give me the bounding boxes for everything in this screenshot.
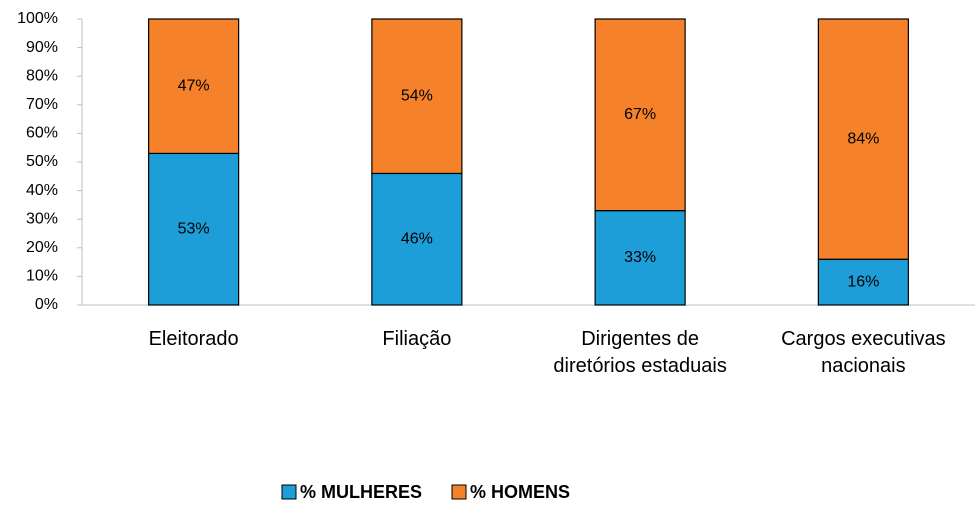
y-tick-label: 10%: [26, 268, 58, 285]
y-tick-label: 90%: [26, 39, 58, 56]
legend-label: % MULHERES: [300, 482, 422, 502]
bar-segment: [371, 172, 463, 306]
bar-segment: [594, 18, 686, 212]
data-label: 84%: [847, 130, 879, 147]
bar-segment: [817, 258, 909, 306]
data-label: 33%: [624, 249, 656, 266]
y-tick-label: 30%: [26, 210, 58, 227]
data-label: 53%: [178, 220, 210, 237]
y-tick-label: 0%: [35, 296, 58, 313]
y-tick-label: 50%: [26, 153, 58, 170]
y-tick-label: 100%: [17, 10, 58, 27]
bar-segment: [594, 210, 686, 306]
y-tick-label: 70%: [26, 96, 58, 113]
y-tick-label: 80%: [26, 67, 58, 84]
bar-segment: [371, 18, 463, 175]
bar-segment: [817, 18, 909, 260]
data-label: 54%: [401, 87, 433, 104]
bar-segment: [148, 152, 240, 306]
legend-label: % HOMENS: [470, 482, 570, 502]
x-tick-label: Eleitorado: [148, 328, 239, 350]
y-tick-label: 40%: [26, 182, 58, 199]
data-label: 16%: [847, 273, 879, 290]
bar-segment: [148, 18, 240, 155]
y-tick-label: 20%: [26, 239, 58, 256]
x-tick-label: Filiação: [382, 328, 452, 350]
legend-swatch: [281, 484, 297, 500]
data-label: 46%: [401, 230, 433, 247]
data-label: 47%: [178, 77, 210, 94]
y-tick-label: 60%: [26, 125, 58, 142]
x-tick-label: Cargos executivas nacionais: [781, 328, 946, 377]
data-label: 67%: [624, 106, 656, 123]
legend-swatch: [451, 484, 467, 500]
x-tick-label: Dirigentes de diretórios estaduais: [553, 328, 727, 377]
